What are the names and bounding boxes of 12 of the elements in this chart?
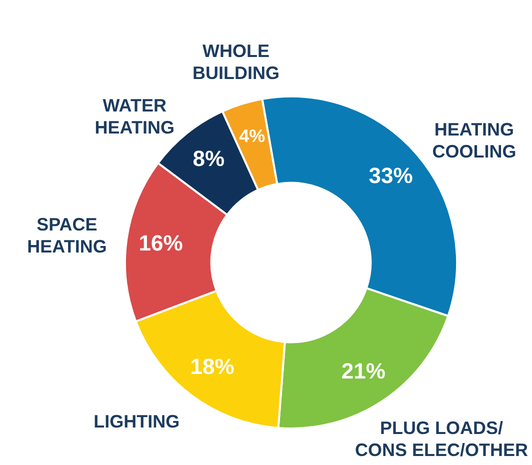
slice-label: WATER HEATING (94, 96, 174, 138)
data-label: 4% (239, 126, 266, 146)
data-label: 8% (192, 146, 225, 172)
data-label: 18% (190, 354, 234, 379)
slice-label: HEATING COOLING (432, 119, 516, 162)
slice-label: PLUG LOADS/ CONS ELEC/OTHER (354, 418, 528, 460)
slice-label: WHOLE BUILDING (192, 40, 280, 83)
data-label: 33% (368, 163, 413, 188)
data-label: 21% (341, 358, 386, 384)
data-label: 16% (138, 230, 183, 256)
slice-label: SPACE HEATING (27, 214, 107, 257)
slice-label: LIGHTING (94, 411, 180, 432)
